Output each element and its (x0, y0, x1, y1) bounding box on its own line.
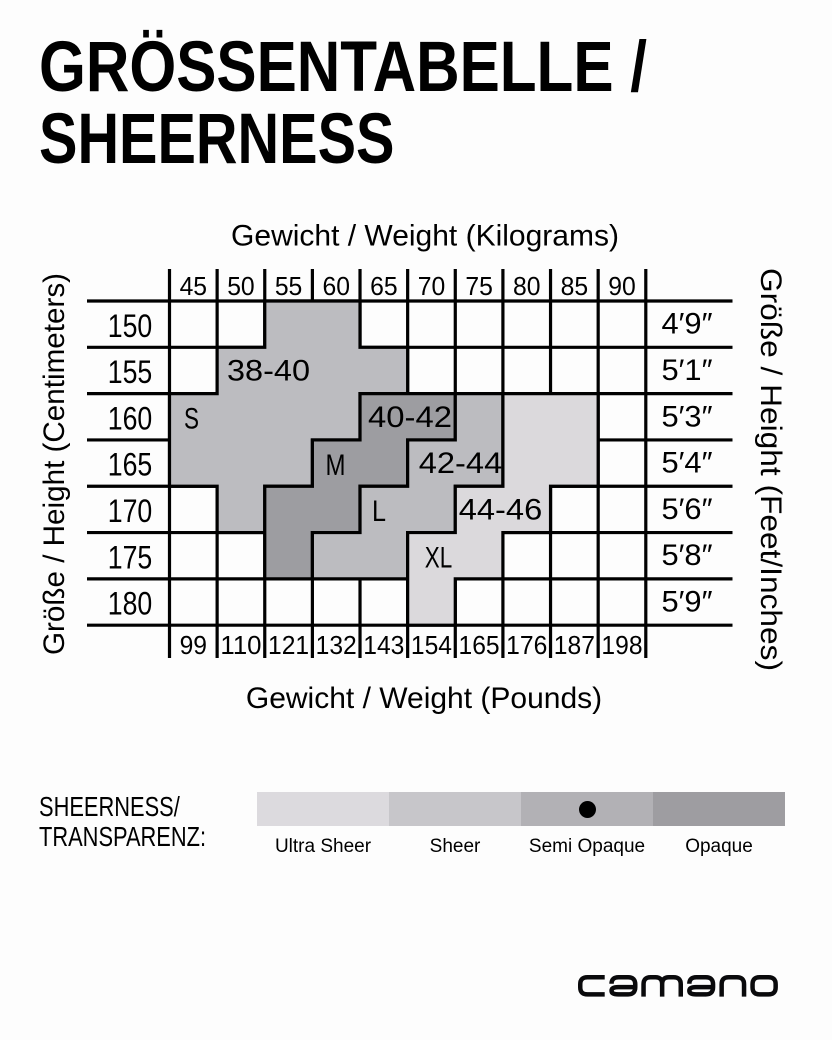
lb-tick-label: 99 (180, 630, 207, 660)
cm-tick-label: 155 (108, 354, 153, 390)
region-range-label-l: 42-44 (419, 447, 503, 480)
sheerness-label: Sheer (429, 836, 481, 857)
lb-tick-label: 121 (268, 630, 309, 660)
region-range-label-s: 38-40 (227, 355, 310, 388)
sheerness-heading-line1: SHEERNESS/ (39, 791, 180, 823)
sheerness-label: Semi Opaque (528, 836, 646, 857)
sheerness-scale-bar (257, 792, 785, 826)
cm-tick-label: 165 (108, 447, 153, 483)
region-range-label-xl: 44-46 (459, 493, 543, 526)
kg-tick-label: 50 (227, 271, 255, 301)
camano-logo-icon (578, 975, 778, 997)
lb-tick-label: 187 (554, 630, 595, 660)
cm-tick-label: 180 (108, 586, 153, 622)
ft-tick-label: 4′9″ (662, 308, 713, 341)
kg-tick-label: 65 (370, 271, 398, 301)
sheerness-heading-line2: TRANSPARENZ: (39, 821, 207, 853)
cm-tick-label: 150 (108, 308, 153, 344)
kg-tick-label: 90 (608, 271, 636, 301)
region-range-label-m: 40-42 (368, 401, 452, 434)
lb-tick-label: 154 (411, 630, 452, 660)
lb-tick-label: 198 (601, 630, 642, 660)
sheerness-heading: SHEERNESS/TRANSPARENZ: (39, 792, 206, 852)
selected-sheerness-dot (578, 800, 596, 818)
kg-tick-label: 85 (561, 271, 589, 301)
ft-tick-label: 5′3″ (662, 400, 713, 433)
kg-tick-label: 60 (322, 271, 350, 301)
lb-tick-label: 110 (220, 630, 261, 660)
page-title-line2: SHEERNESS (39, 100, 395, 179)
region-size-label-xl: XL (425, 541, 453, 574)
sheerness-segment-sheer (389, 792, 521, 826)
page-title-line1: GRÖSSENTABELLE / (39, 28, 647, 107)
brand-logo: camano (578, 975, 782, 1002)
cm-tick-label: 160 (108, 400, 153, 436)
region-size-label-l: L (372, 495, 386, 528)
ft-tick-label: 5′4″ (662, 447, 713, 480)
kg-tick-label: 75 (465, 271, 493, 301)
sheerness-scale-labels: Ultra Sheer Sheer Semi Opaque Opaque (257, 836, 785, 858)
kg-tick-label: 45 (180, 271, 208, 301)
ft-tick-label: 5′1″ (662, 354, 713, 387)
sheerness-label: Ultra Sheer (274, 836, 372, 857)
ft-tick-label: 5′8″ (662, 539, 713, 572)
cm-tick-label: 175 (108, 539, 153, 575)
sheerness-segment-ultra-sheer (257, 792, 389, 826)
ft-tick-label: 5′6″ (662, 493, 713, 526)
sheerness-label: Opaque (685, 836, 753, 857)
axis-title-top: Gewicht / Weight (Kilograms) (231, 220, 619, 253)
axis-title-right: Größe / Height (Feet/Inches) (754, 268, 787, 671)
axis-title-bottom: Gewicht / Weight (Pounds) (246, 682, 602, 715)
lb-tick-label: 176 (506, 630, 547, 660)
kg-tick-label: 55 (275, 271, 303, 301)
kg-tick-label: 70 (418, 271, 446, 301)
page-title: GRÖSSENTABELLE / SHEERNESS (39, 32, 756, 176)
sheerness-segment-semi-opaque (521, 792, 653, 826)
sheerness-segment-opaque (653, 792, 785, 826)
lb-tick-label: 143 (363, 630, 404, 660)
size-region-xl (406, 392, 600, 627)
region-size-label-m: M (326, 449, 346, 482)
lb-tick-label: 165 (459, 630, 500, 660)
axis-title-left: Größe / Height (Centimeters) (38, 273, 71, 655)
kg-tick-label: 80 (513, 271, 541, 301)
ft-tick-label: 5′9″ (662, 586, 713, 619)
cm-tick-label: 170 (108, 493, 153, 529)
region-size-label-s: S (184, 402, 199, 435)
lb-tick-label: 132 (316, 630, 357, 660)
